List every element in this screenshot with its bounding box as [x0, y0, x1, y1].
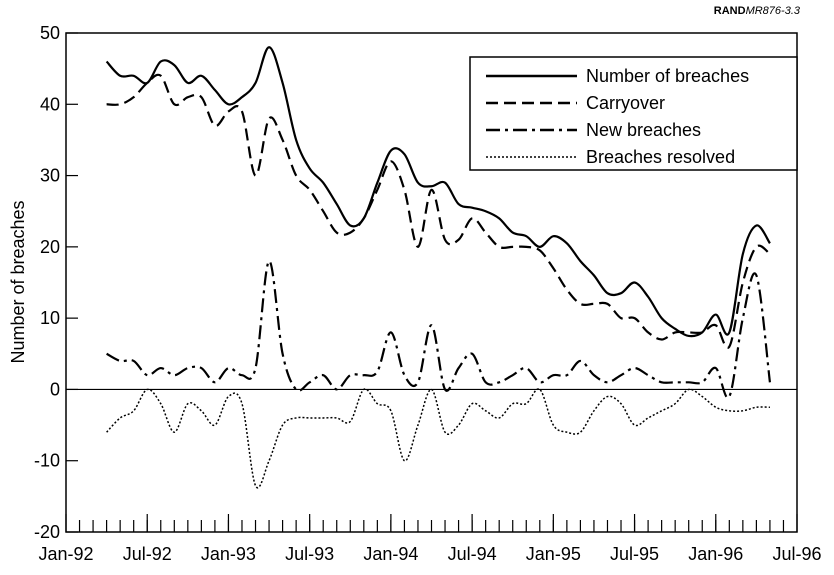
series-line — [106, 260, 772, 399]
y-axis-label: Number of breaches — [8, 200, 28, 363]
x-tick-label: Jan-95 — [526, 544, 581, 564]
legend-label: Carryover — [586, 93, 665, 113]
x-tick-label: Jan-94 — [363, 544, 418, 564]
y-tick-label: -10 — [34, 451, 60, 471]
x-tick-label: Jul-93 — [285, 544, 334, 564]
legend-label: Number of breaches — [586, 66, 749, 86]
y-tick-label: 40 — [40, 94, 60, 114]
source-org: RAND — [714, 5, 746, 17]
legend-label: Breaches resolved — [586, 147, 735, 167]
y-tick-label: 0 — [50, 379, 60, 399]
y-tick-label: 20 — [40, 237, 60, 257]
x-tick-label: Jan-92 — [38, 544, 93, 564]
series-line — [106, 73, 771, 349]
x-tick-label: Jan-96 — [688, 544, 743, 564]
series-line — [105, 46, 771, 338]
y-tick-label: -20 — [34, 522, 60, 542]
y-tick-label: 50 — [40, 23, 60, 43]
source: RANDMR876-3.3 — [714, 5, 801, 17]
y-tick-label: 10 — [40, 308, 60, 328]
x-tick-label: Jan-93 — [201, 544, 256, 564]
legend-label: New breaches — [586, 120, 701, 140]
y-tick-label: 30 — [40, 166, 60, 186]
x-tick-label: Jul-92 — [123, 544, 172, 564]
x-tick-label: Jul-95 — [610, 544, 659, 564]
x-tick-label: Jul-96 — [772, 544, 821, 564]
x-tick-label: Jul-94 — [448, 544, 497, 564]
source-id: MR876-3.3 — [746, 5, 801, 17]
series-line — [106, 388, 770, 489]
